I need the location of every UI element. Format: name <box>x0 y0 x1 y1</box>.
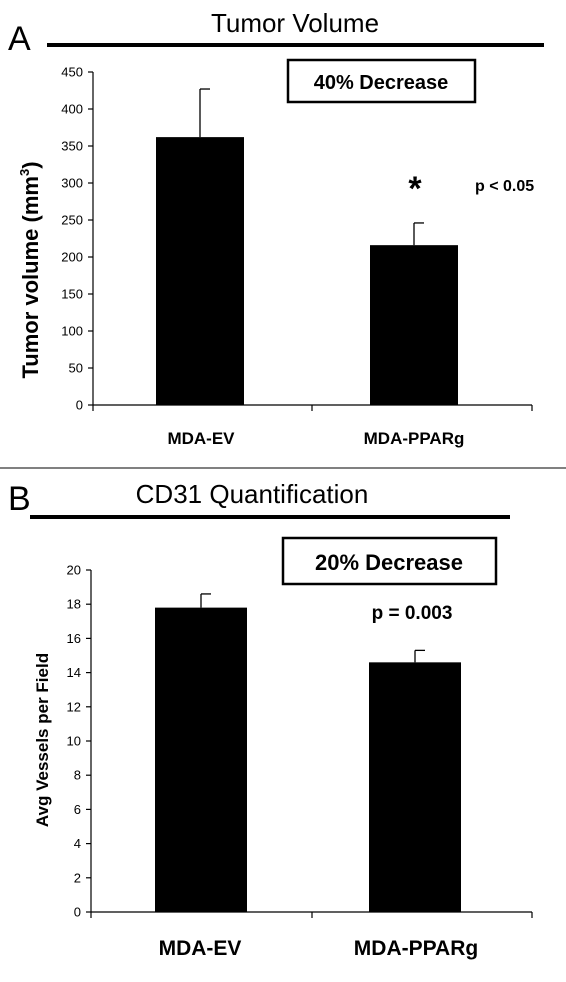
bar-mda-ev <box>155 607 247 912</box>
chart-a-title-rule <box>47 43 544 47</box>
bar-mda-pparg <box>370 245 458 405</box>
chart-b-decrease-label: 20% Decrease <box>315 550 463 575</box>
y-tick-label: 2 <box>74 870 81 885</box>
y-tick-label: 300 <box>61 176 83 191</box>
y-tick-label: 350 <box>61 139 83 154</box>
chart-a-ylabel-main: Tumor volume (mm <box>18 176 43 379</box>
bar-mda-pparg <box>369 662 461 912</box>
y-tick-label: 8 <box>74 768 81 783</box>
y-tick-label: 6 <box>74 802 81 817</box>
y-tick-label: 16 <box>67 631 81 646</box>
y-tick-label: 20 <box>67 563 81 578</box>
chart-b-title-rule <box>30 515 510 519</box>
y-tick-label: 0 <box>74 905 81 920</box>
y-tick-label: 50 <box>69 361 83 376</box>
x-category-label: MDA-EV <box>159 937 242 960</box>
chart-a-title: Tumor Volume <box>211 8 379 38</box>
y-tick-label: 18 <box>67 597 81 612</box>
y-tick-label: 150 <box>61 287 83 302</box>
chart-b-ticks: 0 2 4 6 8 10 12 14 16 18 20 <box>67 563 533 920</box>
panel-letter-b: B <box>8 480 31 518</box>
panel-b: B CD31 Quantification Avg Vessels per Fi… <box>8 479 533 960</box>
y-tick-label: 4 <box>74 836 81 851</box>
chart-b-decrease-box <box>281 536 498 586</box>
chart-a-ylabel-close: ) <box>18 161 43 168</box>
y-tick-label: 10 <box>67 734 81 749</box>
x-category-label: MDA-EV <box>167 429 235 448</box>
chart-b-title: CD31 Quantification <box>136 479 369 509</box>
y-tick-label: 200 <box>61 250 83 265</box>
chart-b-ylabel: Avg Vessels per Field <box>33 653 52 827</box>
chart-a-ylabel-sup: 3 <box>17 169 32 176</box>
chart-b-p-value: p = 0.003 <box>372 603 453 624</box>
bar-mda-ev <box>156 137 244 405</box>
chart-a-bars: MDA-EV MDA-PPARg <box>156 88 465 448</box>
y-tick-label: 400 <box>61 102 83 117</box>
panel-letter-a: A <box>8 20 31 58</box>
x-category-label: MDA-PPARg <box>364 429 465 448</box>
chart-a-p-value: p < 0.05 <box>475 178 534 195</box>
y-tick-label: 14 <box>67 665 81 680</box>
chart-b-bars: MDA-EV MDA-PPARg <box>155 593 478 960</box>
y-tick-label: 250 <box>61 213 83 228</box>
y-tick-label: 0 <box>76 398 83 413</box>
chart-a-ticks: 0 50 100 150 200 250 300 350 400 450 <box>61 65 533 413</box>
y-tick-label: 100 <box>61 324 83 339</box>
chart-a-ylabel: Tumor volume (mm3) <box>17 161 43 378</box>
chart-a-decrease-label: 40% Decrease <box>314 72 449 94</box>
y-tick-label: 450 <box>61 65 83 80</box>
y-tick-label: 12 <box>67 699 81 714</box>
chart-a-significance-star: * <box>408 170 422 208</box>
chart-a-decrease-box <box>286 58 477 104</box>
panel-a: A Tumor Volume Tumor volume (mm3) 0 50 100… <box>8 8 544 448</box>
x-category-label: MDA-PPARg <box>354 937 478 960</box>
